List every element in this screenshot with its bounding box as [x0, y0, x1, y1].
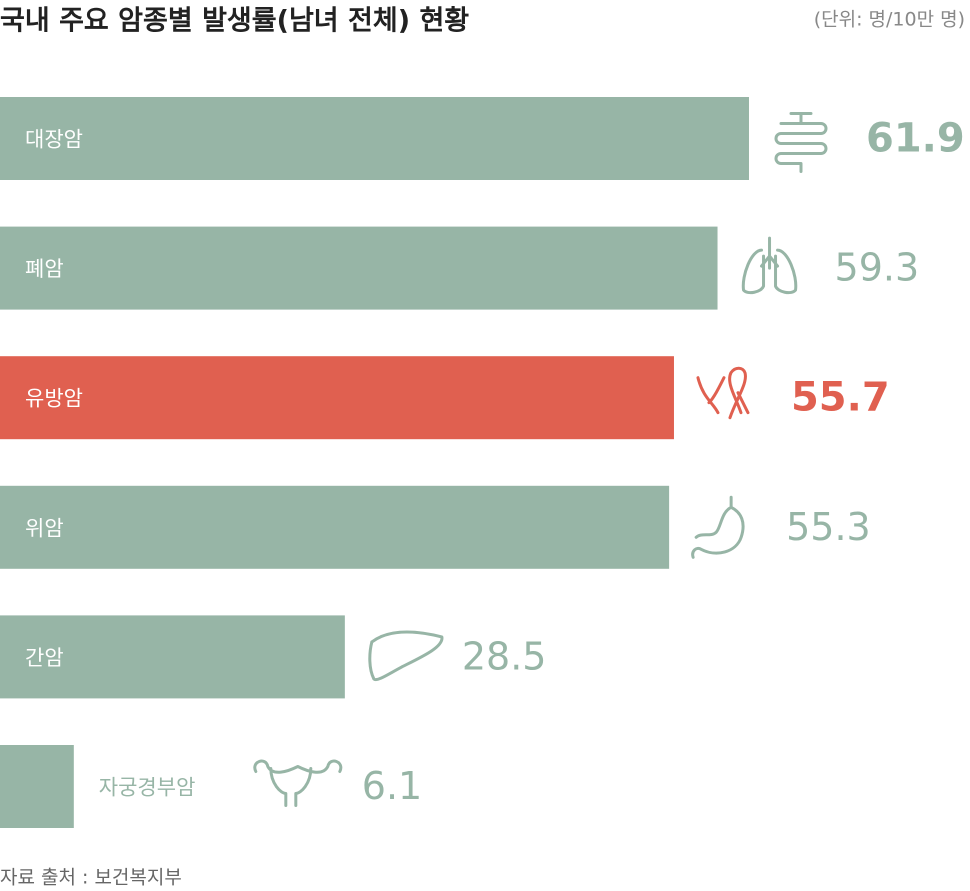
- value-label: 28.5: [462, 634, 547, 678]
- category-label: 간암: [25, 646, 64, 670]
- icon: [691, 495, 745, 559]
- bar: [0, 97, 749, 180]
- icon-path: [774, 112, 828, 173]
- icon-path: [691, 495, 745, 559]
- chart-title: 국내 주요 암종별 발생률(남녀 전체) 현황: [0, 6, 469, 37]
- unit-note: (단위: 명/10만 명): [814, 9, 965, 31]
- icon-path: [696, 366, 750, 420]
- value-label: 55.3: [786, 505, 871, 549]
- value-label: 61.9: [866, 116, 965, 162]
- bar: [0, 226, 718, 310]
- icon-path: [253, 759, 343, 807]
- icon: [741, 236, 798, 295]
- bar: [0, 356, 674, 440]
- source: 자료 출처 : 보건복지부: [0, 867, 182, 889]
- value-label: 6.1: [362, 764, 422, 808]
- value-label: 59.3: [835, 246, 920, 290]
- category-label: 폐암: [25, 257, 64, 281]
- category-label: 유방암: [25, 387, 83, 411]
- icon: [368, 630, 444, 682]
- bar: [0, 485, 670, 569]
- category-label: 자궁경부암: [99, 776, 196, 800]
- icon: [253, 759, 343, 807]
- bar: [0, 615, 345, 699]
- icon: [774, 112, 828, 173]
- icon-path: [741, 236, 798, 295]
- icon: [696, 366, 750, 420]
- bar: [0, 745, 74, 828]
- category-label: 위암: [25, 516, 64, 540]
- category-label: 대장암: [25, 128, 83, 152]
- value-label: 55.7: [791, 375, 890, 421]
- icon-path: [368, 630, 444, 682]
